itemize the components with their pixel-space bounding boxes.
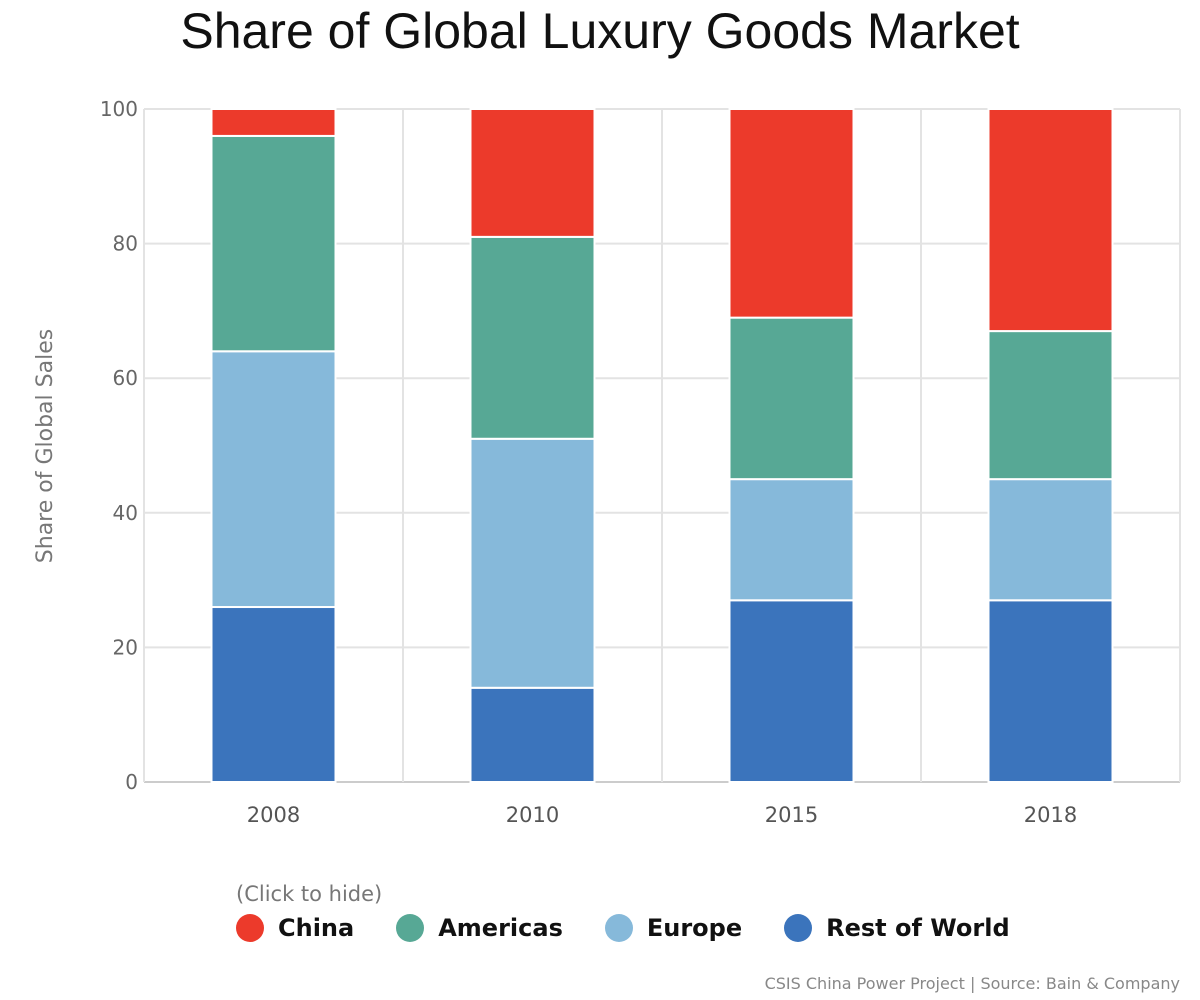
bar-2015-europe bbox=[728, 478, 855, 602]
bar-2018-rest-of-world bbox=[987, 599, 1114, 783]
chart-plot: 0 20 40 60 80 100 2008 2010 2015 2018 Share of Glo… bbox=[33, 97, 1181, 827]
bar-2010-rest-of-world bbox=[469, 686, 596, 784]
legend-hint: (Click to hide) bbox=[236, 882, 383, 906]
y-tick-label-80: 80 bbox=[113, 232, 138, 256]
bar-2008-rest-of-world bbox=[210, 606, 337, 784]
bar-2008-europe bbox=[210, 350, 337, 609]
legend-label-americas: Americas bbox=[438, 914, 563, 942]
bar-2008-americas bbox=[210, 134, 337, 353]
legend-item-americas[interactable]: Americas bbox=[396, 914, 563, 942]
legend-swatch-rest-of-world bbox=[784, 914, 813, 942]
legend-swatch-americas bbox=[396, 914, 425, 942]
legend-label-rest-of-world: Rest of World bbox=[826, 914, 1010, 942]
y-tick-label-20: 20 bbox=[113, 635, 138, 659]
x-tick-label-2010: 2010 bbox=[506, 803, 559, 827]
bar-2015-americas bbox=[728, 316, 855, 481]
y-axis-label: Share of Global Sales bbox=[33, 329, 58, 563]
bar-2010-americas bbox=[469, 235, 596, 440]
chart-title: Share of Global Luxury Goods Market bbox=[180, 3, 1020, 59]
x-tick-label-2018: 2018 bbox=[1024, 803, 1077, 827]
y-tick-label-0: 0 bbox=[125, 770, 138, 794]
bar-2010-europe bbox=[469, 437, 596, 689]
bar-2008-china bbox=[210, 108, 337, 137]
legend: China Americas Europe Rest of World bbox=[236, 914, 1052, 942]
legend-swatch-china bbox=[236, 914, 264, 942]
legend-item-rest-of-world[interactable]: Rest of World bbox=[784, 914, 1010, 942]
bar-2015-china bbox=[728, 108, 855, 319]
bar-2010-china bbox=[469, 108, 596, 238]
x-tick-label-2008: 2008 bbox=[247, 803, 300, 827]
x-tick-label-2015: 2015 bbox=[765, 803, 818, 827]
bar-2018-china bbox=[987, 108, 1114, 333]
bar-2015-rest-of-world bbox=[728, 599, 855, 783]
legend-swatch-europe bbox=[604, 914, 633, 942]
y-tick-label-60: 60 bbox=[113, 366, 138, 390]
legend-item-china[interactable]: China bbox=[236, 914, 354, 942]
bar-2018-americas bbox=[987, 330, 1114, 481]
legend-item-europe[interactable]: Europe bbox=[604, 914, 743, 942]
legend-label-china: China bbox=[278, 914, 355, 942]
legend-label-europe: Europe bbox=[646, 914, 743, 942]
bar-2018-europe bbox=[987, 478, 1114, 602]
source-credit: CSIS China Power Project | Source: Bain … bbox=[764, 974, 1180, 993]
y-tick-label-40: 40 bbox=[113, 501, 138, 525]
y-tick-label-100: 100 bbox=[100, 97, 138, 121]
